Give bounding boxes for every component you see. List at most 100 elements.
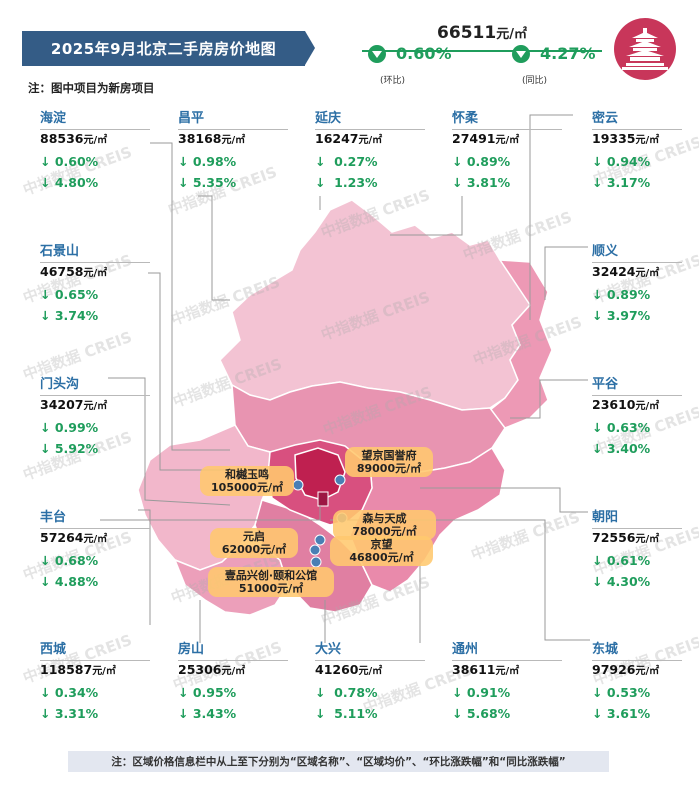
- district-name: 石景山: [40, 244, 80, 259]
- district-mom: ↓ 0.53%: [592, 685, 651, 700]
- district-daxing: 大兴 41260元/㎡ ↓ 0.78% ↓ 5.11%: [315, 641, 425, 724]
- district-price: 23610元/㎡: [592, 397, 660, 412]
- temple-icon: [622, 28, 668, 70]
- project-name: 和樾玉鸣: [225, 468, 269, 481]
- district-name: 海淀: [40, 111, 67, 126]
- district-price: 97926元/㎡: [592, 662, 660, 677]
- down-arrow-icon: [368, 44, 386, 63]
- district-name: 延庆: [315, 111, 342, 126]
- district-mom: ↓ 0.68%: [40, 553, 99, 568]
- map-center-mark: [317, 491, 329, 507]
- district-yoy: ↓ 5.11%: [315, 706, 378, 721]
- down-arrow-icon: [512, 44, 530, 63]
- project-label-wangjing: 望京国誉府 89000元/㎡: [345, 447, 433, 477]
- overall-mom-value: 0.60%: [396, 44, 452, 63]
- overall-divider: [362, 50, 602, 52]
- district-yoy: ↓ 4.30%: [592, 574, 651, 589]
- overall-unit: 元/㎡: [496, 27, 527, 42]
- district-underline: [592, 129, 682, 130]
- temple-logo-icon: [614, 18, 676, 80]
- district-yanqing: 延庆 16247元/㎡ ↓ 0.27% ↓ 1.23%: [315, 110, 425, 193]
- district-mom: ↓ 0.94%: [592, 154, 651, 169]
- district-underline: [592, 395, 682, 396]
- district-price: 72556元/㎡: [592, 530, 660, 545]
- district-price: 38168元/㎡: [178, 131, 246, 146]
- district-huairou: 怀柔 27491元/㎡ ↓ 0.89% ↓ 3.81%: [452, 110, 562, 193]
- project-label-senyu: 森与天成 78000元/㎡: [333, 510, 436, 540]
- district-xicheng: 西城 118587元/㎡ ↓ 0.34% ↓ 3.31%: [40, 641, 150, 724]
- district-shunyi: 顺义 32424元/㎡ ↓ 0.89% ↓ 3.97%: [592, 243, 699, 326]
- district-mom: ↓ 0.65%: [40, 287, 99, 302]
- district-mom: ↓ 0.60%: [40, 154, 99, 169]
- district-underline: [592, 262, 682, 263]
- district-yoy: ↓ 4.88%: [40, 574, 99, 589]
- project-name: 森与天成: [362, 512, 407, 525]
- district-yoy: ↓ 5.35%: [178, 175, 237, 190]
- district-price: 41260元/㎡: [315, 662, 383, 677]
- district-name: 怀柔: [452, 111, 479, 126]
- district-mom: ↓ 0.89%: [452, 154, 511, 169]
- district-price: 32424元/㎡: [592, 264, 660, 279]
- district-yoy: ↓ 3.43%: [178, 706, 237, 721]
- district-underline: [452, 129, 562, 130]
- district-price: 118587元/㎡: [40, 662, 116, 677]
- district-underline: [40, 660, 150, 661]
- district-underline: [40, 395, 150, 396]
- district-changping: 昌平 38168元/㎡ ↓ 0.98% ↓ 5.35%: [178, 110, 288, 193]
- district-underline: [315, 129, 425, 130]
- project-label-yuanqi: 元启 62000元/㎡: [210, 528, 298, 558]
- district-name: 丰台: [40, 510, 67, 525]
- overall-average: 66511元/㎡: [362, 20, 602, 52]
- overall-yoy-label: (同比): [522, 76, 548, 86]
- overall-mom-label: (环比): [380, 76, 406, 86]
- district-price: 57264元/㎡: [40, 530, 108, 545]
- district-pinggu: 平谷 23610元/㎡ ↓ 0.63% ↓ 3.40%: [592, 376, 699, 459]
- district-haidian: 海淀 88536元/㎡ ↓ 0.60% ↓ 4.80%: [40, 110, 150, 193]
- district-mom: ↓ 0.34%: [40, 685, 99, 700]
- district-chaoyang: 朝阳 72556元/㎡ ↓ 0.61% ↓ 4.30%: [592, 509, 699, 592]
- district-mom: ↓ 0.27%: [315, 154, 378, 169]
- district-mom: ↓ 0.63%: [592, 420, 651, 435]
- district-fengtai: 丰台 57264元/㎡ ↓ 0.68% ↓ 4.88%: [40, 509, 150, 592]
- overall-yoy-value: 4.27%: [540, 44, 596, 63]
- district-underline: [592, 528, 682, 529]
- district-yoy: ↓ 3.61%: [592, 706, 651, 721]
- district-name: 大兴: [315, 642, 342, 657]
- overall-mom: 0.60%: [368, 44, 452, 63]
- project-name: 望京国誉府: [361, 449, 417, 462]
- district-mom: ↓ 0.95%: [178, 685, 237, 700]
- district-underline: [40, 262, 150, 263]
- project-price: 89000元/㎡: [356, 462, 422, 475]
- district-underline: [452, 660, 562, 661]
- district-name: 房山: [178, 642, 205, 657]
- district-mom: ↓ 0.91%: [452, 685, 511, 700]
- district-dongcheng: 东城 97926元/㎡ ↓ 0.53% ↓ 3.61%: [592, 641, 699, 724]
- project-price: 62000元/㎡: [221, 543, 287, 556]
- district-price: 38611元/㎡: [452, 662, 520, 677]
- project-price: 105000元/㎡: [211, 481, 283, 494]
- district-name: 西城: [40, 642, 67, 657]
- project-name: 京望: [370, 538, 393, 551]
- note-bottom: 注：区域价格信息栏中从上至下分别为“区域名称”、“区域均价”、“环比涨跌幅”和“…: [68, 751, 609, 772]
- project-name: 元启: [243, 530, 265, 543]
- district-yoy: ↓ 3.31%: [40, 706, 99, 721]
- district-name: 通州: [452, 642, 479, 657]
- district-mom: ↓ 0.61%: [592, 553, 651, 568]
- district-mom: ↓ 0.89%: [592, 287, 651, 302]
- project-label-jingwang: 京望 46800元/㎡: [330, 536, 433, 566]
- district-mentougou: 门头沟 34207元/㎡ ↓ 0.99% ↓ 5.92%: [40, 376, 150, 459]
- district-mom: ↓ 0.99%: [40, 420, 99, 435]
- district-miyun: 密云 19335元/㎡ ↓ 0.94% ↓ 3.17%: [592, 110, 699, 193]
- district-price: 27491元/㎡: [452, 131, 520, 146]
- district-tongzhou: 通州 38611元/㎡ ↓ 0.91% ↓ 5.68%: [452, 641, 562, 724]
- district-underline: [178, 129, 288, 130]
- overall-price: 66511: [437, 23, 497, 43]
- project-label-heyue: 和樾玉鸣 105000元/㎡: [200, 466, 294, 496]
- district-name: 昌平: [178, 111, 205, 126]
- district-yoy: ↓ 3.40%: [592, 441, 651, 456]
- district-yoy: ↓ 3.17%: [592, 175, 651, 190]
- district-yoy: ↓ 5.92%: [40, 441, 99, 456]
- district-yoy: ↓ 3.97%: [592, 308, 651, 323]
- project-price: 46800元/㎡: [349, 551, 414, 564]
